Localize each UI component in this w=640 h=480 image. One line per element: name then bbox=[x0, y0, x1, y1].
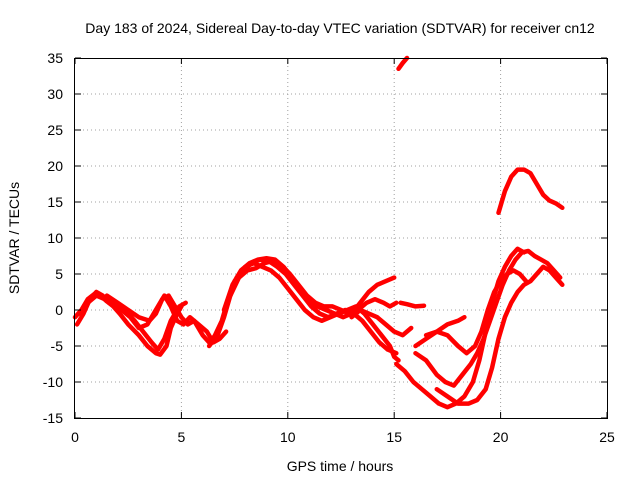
series-line bbox=[434, 264, 565, 406]
chart-title: Day 183 of 2024, Sidereal Day-to-day VTE… bbox=[85, 20, 595, 36]
x-tick-label: 25 bbox=[599, 429, 615, 445]
y-tick-label: 30 bbox=[47, 86, 63, 102]
series-line bbox=[413, 314, 467, 349]
y-tick-label: -5 bbox=[51, 338, 64, 354]
x-tick-label: 15 bbox=[386, 429, 402, 445]
series-line bbox=[394, 246, 527, 410]
grid bbox=[75, 58, 607, 418]
series-line bbox=[396, 55, 410, 72]
y-tick-label: 20 bbox=[47, 158, 63, 174]
series-line bbox=[349, 307, 414, 338]
y-tick-label: 0 bbox=[55, 302, 63, 318]
y-tick-label: 5 bbox=[55, 266, 63, 282]
series-line bbox=[496, 167, 565, 216]
x-tick-label: 5 bbox=[178, 429, 186, 445]
plot-frame bbox=[74, 58, 608, 419]
data-traces bbox=[72, 55, 565, 410]
y-tick-label: 35 bbox=[47, 50, 63, 66]
y-tick-label: -15 bbox=[43, 410, 63, 426]
x-tick-label: 20 bbox=[493, 429, 509, 445]
series-line bbox=[413, 248, 563, 388]
x-tick-label: 0 bbox=[71, 429, 79, 445]
series-line bbox=[423, 268, 529, 356]
series-line bbox=[398, 300, 427, 309]
y-axis-label: SDTVAR / TECUs bbox=[6, 182, 22, 294]
axis-ticks bbox=[74, 57, 608, 419]
x-tick-labels: 0 5 10 15 20 25 bbox=[71, 429, 615, 445]
y-tick-label: 15 bbox=[47, 194, 63, 210]
y-tick-label: 25 bbox=[47, 122, 63, 138]
x-axis-label: GPS time / hours bbox=[287, 458, 394, 474]
y-tick-label: 10 bbox=[47, 230, 63, 246]
x-tick-label: 10 bbox=[280, 429, 296, 445]
y-tick-label: -10 bbox=[43, 374, 63, 390]
y-tick-labels: -15 -10 -5 0 5 10 15 20 25 30 35 bbox=[43, 50, 63, 426]
series-line bbox=[104, 293, 218, 345]
series-line bbox=[228, 258, 399, 316]
